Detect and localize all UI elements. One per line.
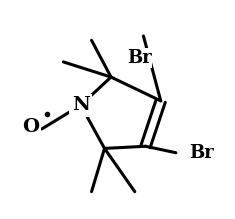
Text: N: N [72,96,90,114]
Text: Br: Br [189,144,214,162]
Text: O: O [23,118,40,136]
Text: Br: Br [127,49,152,67]
